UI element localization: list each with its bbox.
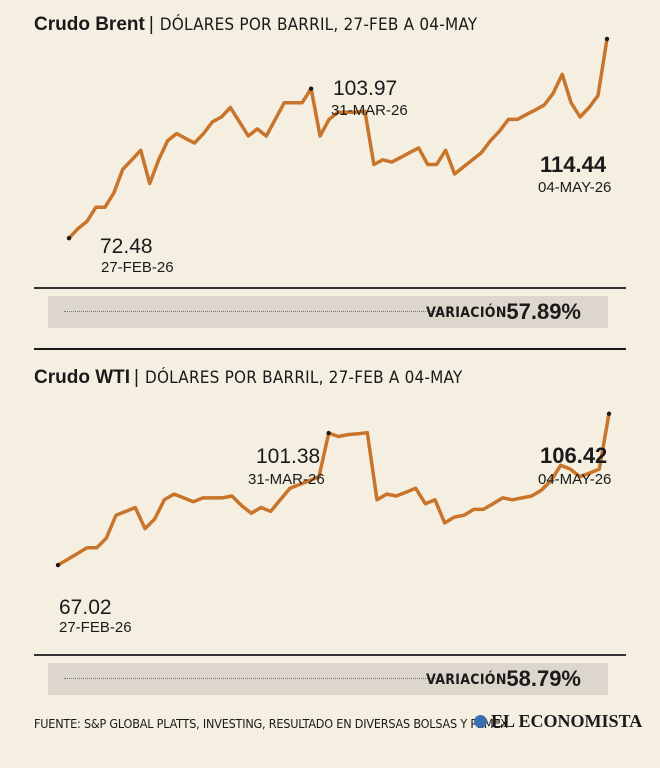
brand-logo: EL ECONOMISTA xyxy=(474,711,642,732)
wti-start-value: 67.02 xyxy=(59,596,112,619)
wti-peak-value: 101.38 xyxy=(256,445,320,468)
brent-start-point xyxy=(66,236,72,241)
wti-rule xyxy=(34,654,626,656)
wti-variation-value: 58.79% xyxy=(506,666,581,691)
brand-name: EL ECONOMISTA xyxy=(491,711,643,731)
brent-end-value: 114.44 xyxy=(540,152,607,177)
panel-divider xyxy=(34,348,626,350)
brent-subtitle: DÓLARES POR BARRIL, 27-FEB A 04-MAY xyxy=(159,15,478,35)
brent-title-row: Crudo Brent | DÓLARES POR BARRIL, 27-FEB A… xyxy=(34,14,477,36)
source-note: FUENTE: S&P GLOBAL PLATTS, INVESTING, RE… xyxy=(34,716,508,731)
brent-start-value: 72.48 xyxy=(100,235,153,258)
brent-peak-date: 31-MAR-26 xyxy=(331,102,408,119)
wti-variation-label: VARIACIÓN: xyxy=(426,672,512,688)
wti-peak-date: 31-MAR-26 xyxy=(248,471,325,488)
brent-peak-value: 103.97 xyxy=(333,77,397,100)
wti-end-point xyxy=(606,411,612,416)
brent-line-chart: 72.48 27-FEB-26 103.97 31-MAR-26 114.44 … xyxy=(66,36,611,276)
wti-variation-box: VARIACIÓN: 58.79% xyxy=(48,663,608,695)
brent-end-point xyxy=(604,36,610,42)
wti-peak-point xyxy=(326,430,331,436)
wti-series-line xyxy=(56,411,611,567)
brent-start-date: 27-FEB-26 xyxy=(101,259,174,276)
dotted-leader xyxy=(64,678,440,679)
wti-title: Crudo WTI xyxy=(34,367,131,388)
dotted-leader xyxy=(64,311,440,312)
wti-start-date: 27-FEB-26 xyxy=(59,619,132,636)
brand-logo-icon xyxy=(474,715,487,728)
wti-title-row: Crudo WTI | DÓLARES POR BARRIL, 27-FEB A 0… xyxy=(34,367,462,389)
brent-rule xyxy=(34,287,626,289)
title-separator: | xyxy=(134,367,139,388)
brent-series-line xyxy=(67,37,609,240)
wti-subtitle: DÓLARES POR BARRIL, 27-FEB A 04-MAY xyxy=(144,368,463,388)
brent-title: Crudo Brent xyxy=(34,14,145,35)
wti-line-chart: 67.02 27-FEB-26 101.38 31-MAR-26 106.42 … xyxy=(55,411,612,636)
brent-variation-value: 57.89% xyxy=(506,299,581,324)
brent-variation-box: VARIACIÓN: 57.89% xyxy=(48,296,608,328)
wti-end-date: 04-MAY-26 xyxy=(538,471,611,488)
brent-end-date: 04-MAY-26 xyxy=(538,179,611,196)
brent-peak-point xyxy=(308,86,314,91)
title-separator: | xyxy=(148,14,154,35)
brent-variation-label: VARIACIÓN: xyxy=(426,305,512,321)
wti-end-value: 106.42 xyxy=(540,443,607,468)
wti-start-point xyxy=(55,562,61,568)
